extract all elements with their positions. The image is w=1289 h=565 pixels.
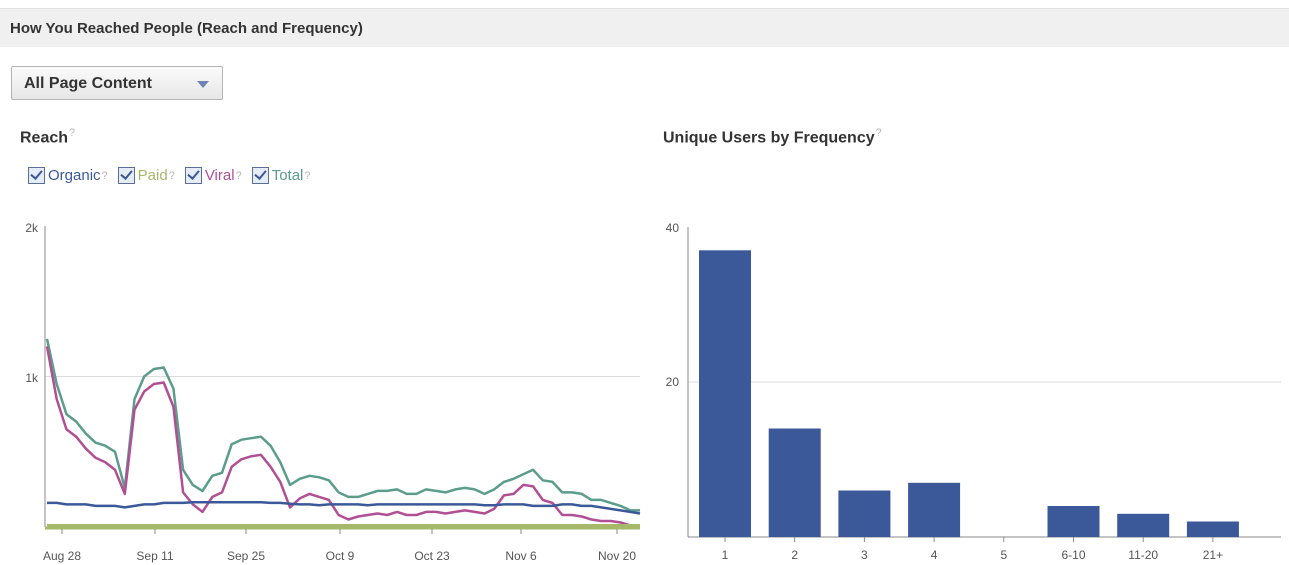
x-tick-label: 4	[931, 548, 938, 562]
x-tick-label: Oct 23	[414, 549, 450, 563]
series-line-viral	[45, 346, 641, 529]
legend-label-paid: Paid	[137, 167, 168, 184]
x-tick-label: 6-10	[1061, 548, 1085, 562]
checkbox-organic[interactable]	[28, 167, 45, 184]
bar-11-20	[1117, 513, 1170, 538]
legend-label-total: Total	[271, 167, 304, 184]
x-tick-label: Sep 11	[136, 549, 173, 563]
frequency-title: Unique Users by Frequency?	[663, 127, 882, 147]
reach-legend: Organic? Paid? Viral? Total?	[28, 167, 321, 184]
x-tick-label: Aug 28	[43, 549, 81, 563]
help-icon[interactable]: ?	[101, 169, 108, 182]
help-icon[interactable]: ?	[235, 169, 242, 182]
bar-3	[838, 490, 891, 537]
bar-21+	[1186, 521, 1239, 537]
legend-label-organic: Organic	[48, 167, 101, 184]
y-tick-label: 20	[666, 375, 680, 389]
frequency-title-text: Unique Users by Frequency	[663, 129, 875, 147]
x-tick-label: 1	[722, 548, 729, 562]
legend-item-total[interactable]: Total?	[251, 167, 311, 184]
bar-4	[908, 482, 961, 538]
help-icon[interactable]: ?	[69, 127, 76, 139]
checkbox-total[interactable]	[251, 167, 269, 184]
x-tick-label: Sep 25	[227, 549, 265, 563]
section-header: How You Reached People (Reach and Freque…	[0, 8, 1289, 47]
x-tick-label: 21+	[1203, 548, 1223, 562]
content-filter-dropdown[interactable]: All Page Content	[11, 66, 223, 100]
x-tick-label: Nov 6	[505, 549, 537, 563]
x-tick-label: 11-20	[1128, 548, 1158, 562]
y-tick-label: 40	[666, 221, 680, 235]
bar-6-10	[1047, 506, 1100, 537]
checkbox-viral[interactable]	[184, 167, 202, 184]
x-tick-label: 2	[791, 548, 798, 562]
x-tick-label: 3	[861, 548, 868, 562]
checkbox-paid[interactable]	[117, 167, 135, 184]
y-tick-label: 1k	[25, 371, 39, 385]
bar-2	[768, 428, 821, 537]
help-icon[interactable]: ?	[304, 169, 311, 182]
legend-item-paid[interactable]: Paid?	[117, 167, 175, 184]
y-tick-label: 2k	[25, 221, 39, 235]
help-icon[interactable]: ?	[168, 169, 175, 182]
legend-item-organic[interactable]: Organic?	[28, 167, 108, 184]
bar-1	[699, 250, 751, 538]
series-line-organic	[47, 500, 641, 515]
reach-title: Reach?	[20, 127, 75, 147]
x-tick-label: Oct 9	[326, 549, 355, 563]
reach-title-text: Reach	[20, 129, 69, 147]
help-icon[interactable]: ?	[875, 127, 882, 139]
legend-item-viral[interactable]: Viral?	[184, 167, 242, 184]
dropdown-label: All Page Content	[24, 75, 153, 92]
x-tick-label: Nov 20	[598, 549, 636, 563]
section-title: How You Reached People (Reach and Freque…	[10, 20, 363, 37]
legend-label-viral: Viral	[204, 167, 235, 184]
series-line-total	[45, 338, 640, 512]
chevron-down-icon	[197, 81, 209, 88]
x-tick-label: 5	[1000, 548, 1007, 562]
